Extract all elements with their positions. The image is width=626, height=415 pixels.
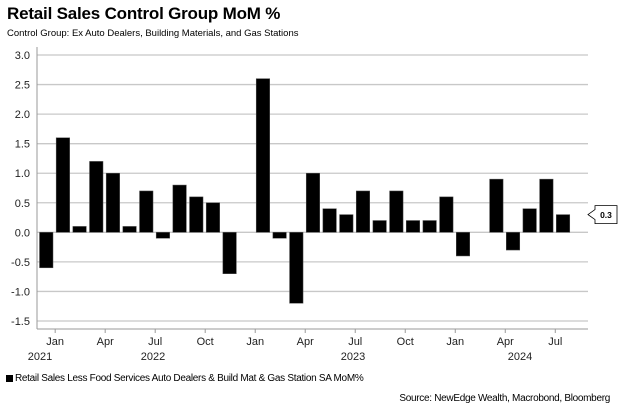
bar-nov-2023 (422, 220, 437, 233)
source-note: Source: NewEdge Wealth, Macrobond, Bloom… (399, 393, 610, 404)
bar-jan-2024 (456, 232, 470, 257)
bar-jun-2022 (139, 190, 154, 233)
y-tick-label: 0.5 (15, 198, 30, 210)
x-tick-label: Jul (348, 336, 362, 348)
bar-sep-2023 (389, 190, 404, 233)
bar-jan-2023 (255, 78, 270, 233)
x-tick-label: Jul (148, 336, 162, 348)
bar-mar-2023 (289, 232, 304, 304)
last-value-callout (587, 205, 618, 224)
bar-oct-2022 (205, 202, 220, 233)
chart-subtitle: Control Group: Ex Auto Dealers, Building… (7, 28, 299, 39)
y-tick-label: 2.5 (15, 80, 30, 92)
x-tick-label: Oct (197, 336, 214, 348)
legend-swatch (6, 375, 13, 382)
bar-jul-2024 (556, 214, 571, 233)
bar-apr-2022 (105, 172, 120, 233)
bar-mar-2022 (89, 161, 104, 233)
bar-dec-2023 (439, 196, 454, 233)
bar-aug-2023 (372, 220, 387, 233)
bar-dec-2021 (39, 232, 54, 269)
y-tick-label: -1.5 (11, 316, 30, 328)
bar-may-2022 (122, 226, 137, 233)
legend: Retail Sales Less Food Services Auto Dea… (6, 373, 364, 384)
chart-title: Retail Sales Control Group MoM % (7, 4, 281, 23)
y-tick-label: 0.0 (15, 227, 30, 239)
x-year-label: 2021 (28, 351, 52, 363)
bar-sep-2022 (189, 196, 204, 233)
bar-jul-2023 (355, 190, 370, 233)
bar-mar-2024 (489, 178, 504, 233)
last-value-label: 0.3 (600, 210, 612, 220)
bar-jan-2022 (55, 137, 70, 233)
x-tick-label: Jan (46, 336, 64, 348)
legend-label: Retail Sales Less Food Services Auto Dea… (15, 373, 364, 384)
x-year-label: 2024 (508, 351, 532, 363)
bar-feb-2022 (72, 226, 87, 233)
bar-nov-2022 (222, 232, 237, 274)
bar-jun-2023 (339, 214, 354, 233)
x-year-label: 2022 (141, 351, 165, 363)
x-tick-label: Apr (97, 336, 114, 348)
bar-may-2024 (522, 208, 537, 233)
bar-aug-2022 (172, 184, 187, 233)
bar-jul-2022 (155, 232, 170, 239)
bar-may-2023 (322, 208, 337, 233)
x-tick-label: Jan (446, 336, 464, 348)
y-tick-label: -1.0 (11, 286, 30, 298)
x-tick-label: Oct (397, 336, 414, 348)
bar-jun-2024 (539, 178, 554, 233)
y-tick-label: 1.0 (15, 168, 30, 180)
bar-apr-2023 (305, 172, 320, 233)
y-tick-label: 1.5 (15, 139, 30, 151)
x-year-label: 2023 (341, 351, 365, 363)
x-tick-label: Apr (497, 336, 514, 348)
bar-apr-2024 (506, 232, 521, 251)
y-tick-label: 2.0 (15, 109, 30, 121)
x-tick-label: Jul (548, 336, 562, 348)
x-tick-label: Jan (246, 336, 264, 348)
bar-oct-2023 (405, 220, 420, 233)
x-tick-label: Apr (297, 336, 314, 348)
y-tick-label: -0.5 (11, 257, 30, 269)
bar-feb-2023 (272, 232, 287, 239)
y-tick-label: 3.0 (15, 50, 30, 62)
